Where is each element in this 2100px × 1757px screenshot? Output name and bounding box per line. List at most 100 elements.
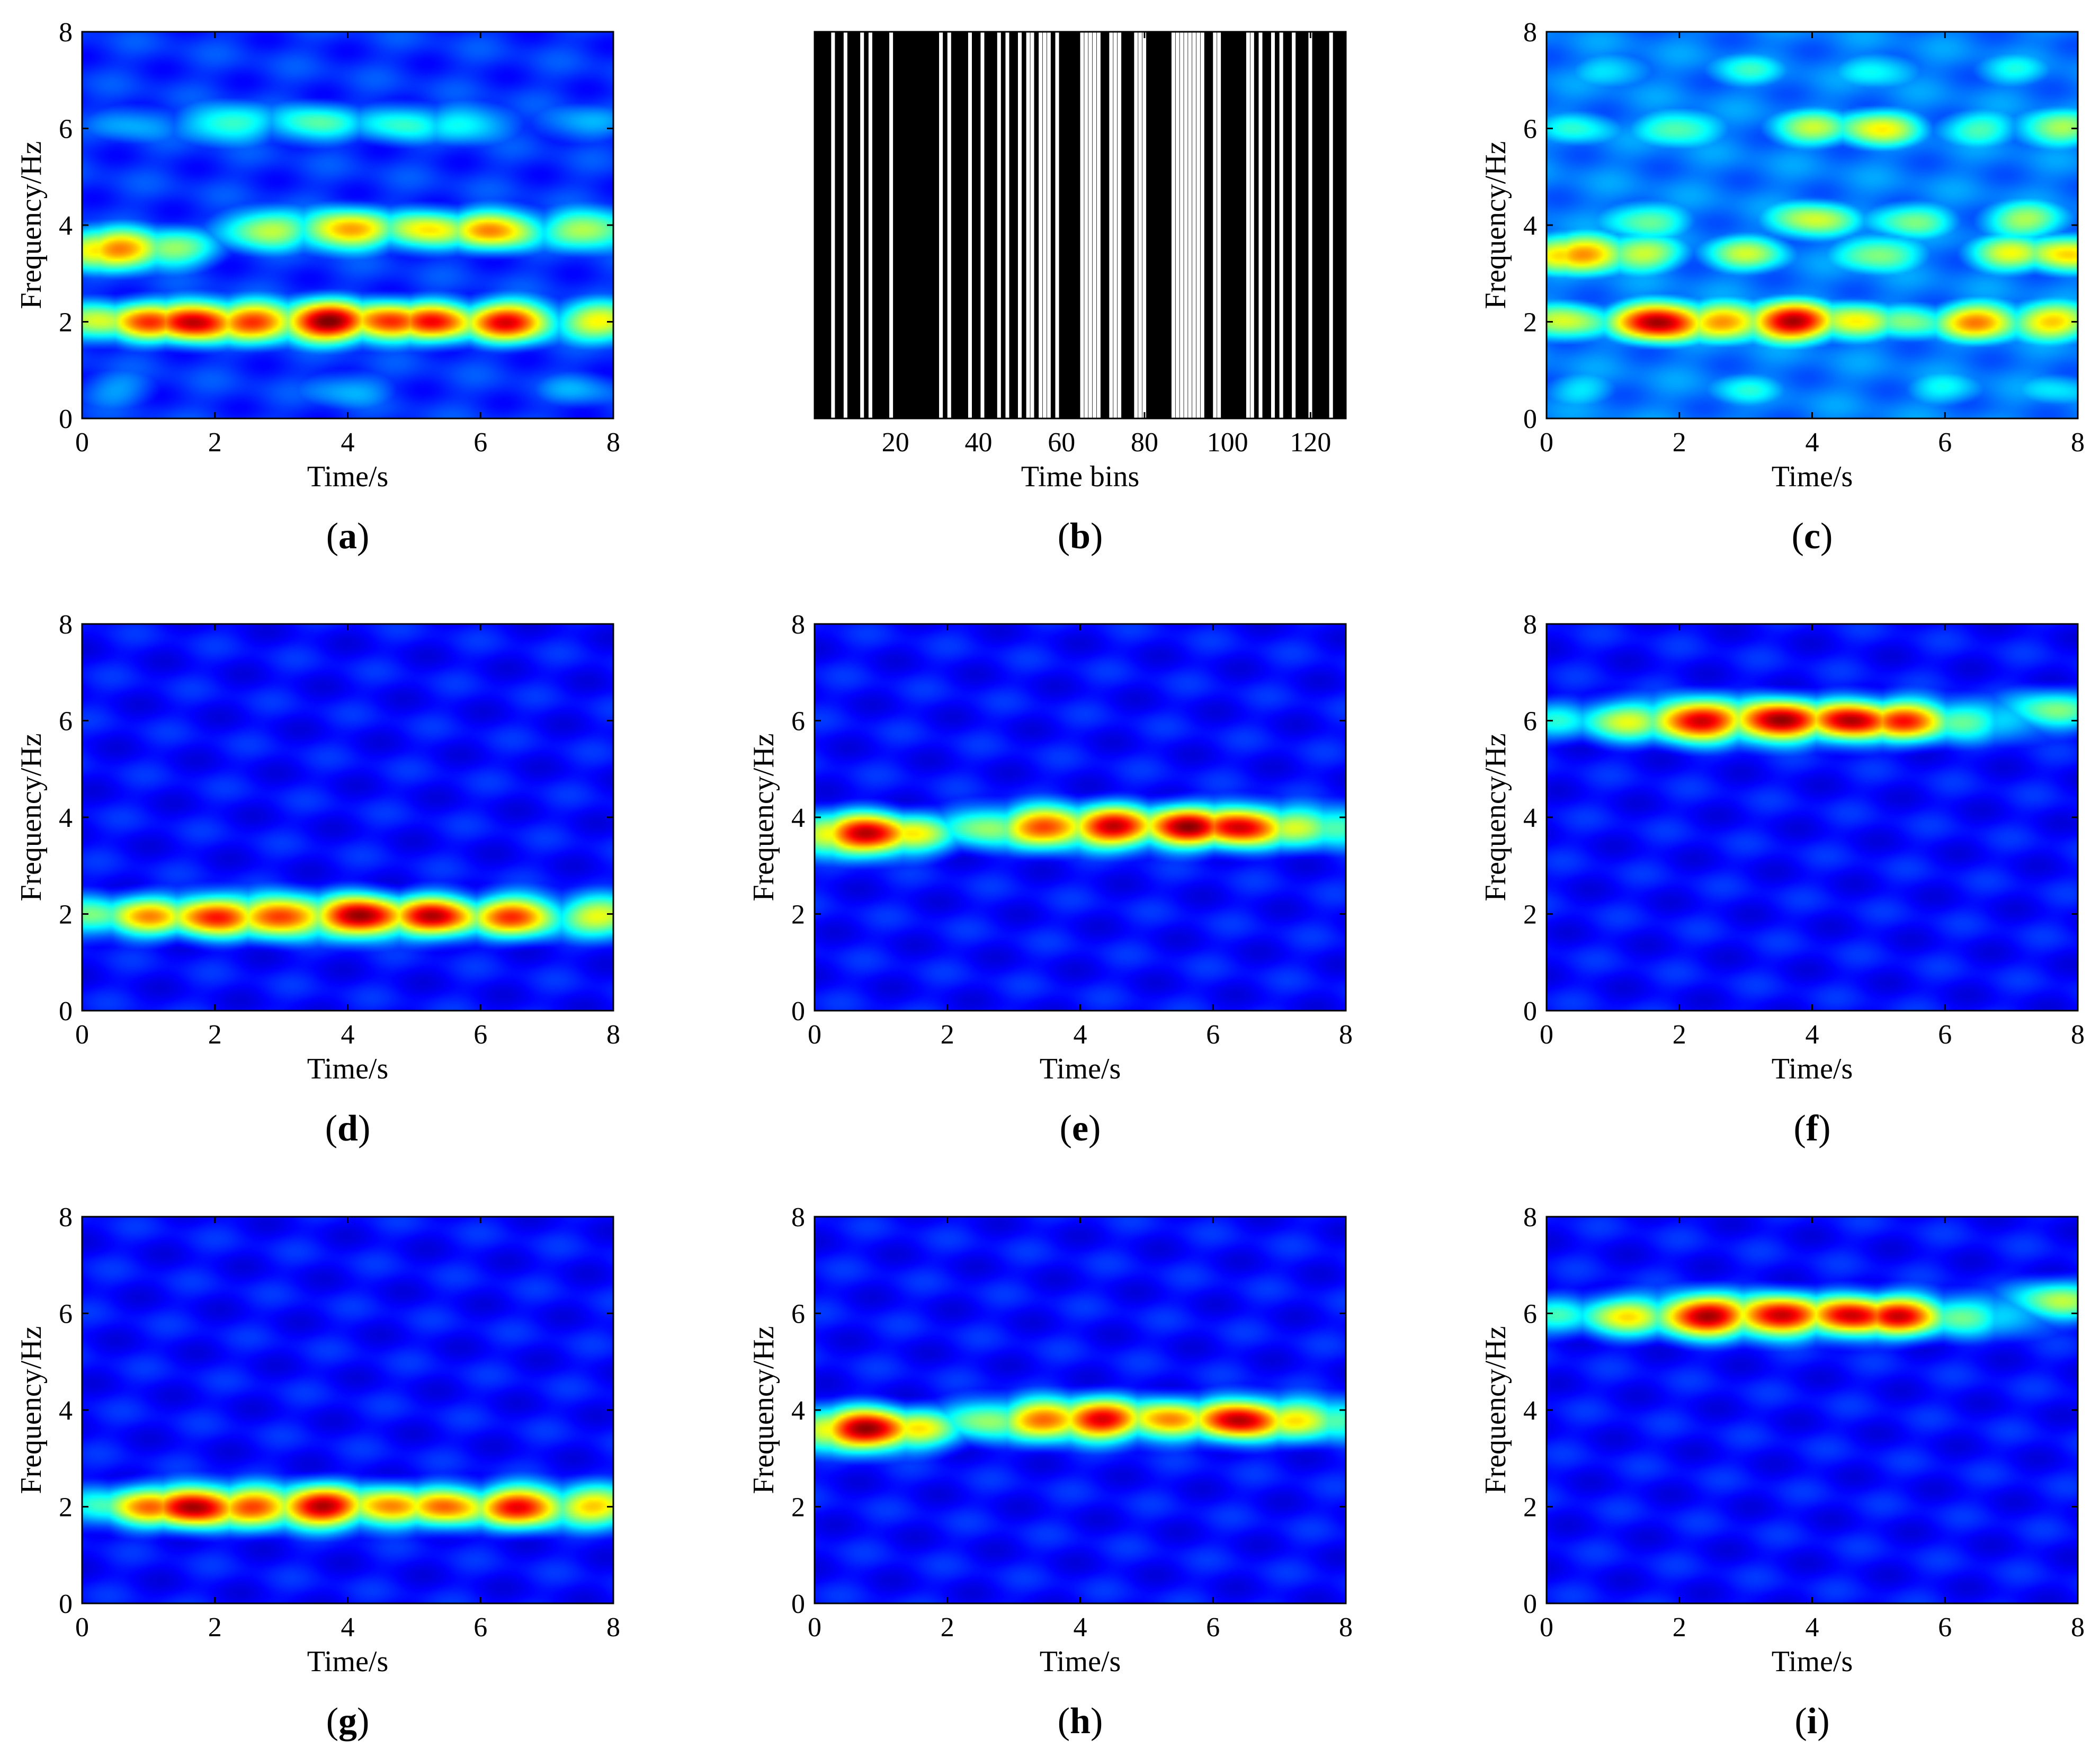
caption-letter: g <box>338 1701 357 1742</box>
x-tick-label: 8 <box>606 1612 620 1643</box>
y-axis-label: Frequency/Hz <box>747 1326 780 1494</box>
x-tick-label: 6 <box>473 1612 487 1643</box>
x-tick-label: 4 <box>341 1020 355 1050</box>
mask-bin <box>1271 32 1275 418</box>
mask-bin <box>1030 32 1034 418</box>
x-tick-label: 4 <box>1074 1020 1087 1050</box>
caption-letter: a <box>338 516 357 557</box>
mask-bin <box>1279 32 1283 418</box>
mask-bin <box>1246 32 1250 418</box>
mask-bin <box>1179 32 1184 418</box>
x-tick-label: 8 <box>2071 1612 2085 1643</box>
mask-bin <box>997 32 1001 418</box>
x-tick-label: 2 <box>1673 1020 1686 1050</box>
x-axis-label: Time/s <box>307 1645 389 1678</box>
y-tick-label: 4 <box>59 211 73 241</box>
y-tick-label: 0 <box>1523 996 1537 1027</box>
mask-bin <box>1113 32 1118 418</box>
mask-bin <box>1258 32 1263 418</box>
y-tick-label: 6 <box>791 1299 805 1330</box>
panel-a: 0 2 4 6 8 0 2 4 6 8 Time/s Frequency/Hz (a) <box>15 17 620 557</box>
x-tick-label: 4 <box>341 427 355 458</box>
y-tick-label: 8 <box>1523 1202 1537 1233</box>
y-tick-label: 6 <box>791 707 805 737</box>
mask-bin <box>1084 32 1088 418</box>
mask-bin <box>1217 32 1221 418</box>
mask-bin <box>1213 32 1217 418</box>
y-tick-label: 6 <box>1523 707 1537 737</box>
y-tick-label: 2 <box>1523 1493 1537 1523</box>
panel-f: 0 2 4 6 8 0 2 4 6 8 Time/s Frequency/Hz (f) <box>1479 610 2085 1149</box>
x-tick-label: 6 <box>473 1020 487 1050</box>
heatmap-image <box>82 624 613 1011</box>
axes-frame <box>814 31 1347 420</box>
y-tick-label: 0 <box>1523 1589 1537 1619</box>
caption-letter: d <box>337 1108 358 1149</box>
x-axis-label: Time/s <box>307 1053 389 1085</box>
panel-g: 0 2 4 6 8 0 2 4 6 8 Time/s Frequency/Hz (g) <box>15 1202 620 1742</box>
x-axis-label: Time/s <box>1772 460 1853 493</box>
x-tick-label: 0 <box>808 1612 821 1643</box>
y-tick-label: 8 <box>791 610 805 640</box>
mask-bin <box>1138 32 1142 418</box>
y-tick-label: 2 <box>791 900 805 930</box>
x-tick-label: 0 <box>75 1612 89 1643</box>
y-tick-label: 6 <box>59 1299 73 1330</box>
mask-bin <box>1171 32 1175 418</box>
mask-bin <box>1047 32 1051 418</box>
y-tick-label: 2 <box>59 1493 73 1523</box>
panel-caption: (c) <box>1792 516 1833 557</box>
y-tick-label: 6 <box>59 114 73 145</box>
y-tick-label: 0 <box>1523 404 1537 434</box>
panel-caption: (g) <box>326 1701 370 1742</box>
y-tick-label: 8 <box>1523 17 1537 48</box>
panel-caption: (a) <box>326 516 370 557</box>
y-tick-label: 4 <box>59 803 73 833</box>
caption-letter: f <box>1806 1108 1819 1149</box>
x-tick-label: 0 <box>1540 1612 1553 1643</box>
x-tick-label: 4 <box>1806 1612 1819 1643</box>
y-axis-label: Frequency/Hz <box>1479 141 1512 309</box>
mask-bin <box>1200 32 1204 418</box>
caption-letter: b <box>1070 516 1091 557</box>
x-axis-label: Time/s <box>1040 1645 1121 1678</box>
x-tick-label: 60 <box>1048 427 1075 458</box>
mask-bin <box>1109 32 1113 418</box>
mask-bin <box>1026 32 1030 418</box>
y-tick-label: 8 <box>59 1202 73 1233</box>
panel-caption: (b) <box>1058 516 1103 557</box>
y-axis-label: Frequency/Hz <box>1479 1326 1512 1494</box>
y-tick-label: 0 <box>791 1589 805 1619</box>
x-tick-label: 2 <box>208 1612 222 1643</box>
y-tick-label: 4 <box>59 1396 73 1426</box>
mask-bin <box>1093 32 1097 418</box>
x-tick-label: 8 <box>2071 427 2085 458</box>
mask-bin <box>860 32 864 418</box>
mask-bin <box>1096 32 1101 418</box>
y-tick-label: 4 <box>1523 803 1537 833</box>
mask-bin <box>939 32 943 418</box>
mask-bin <box>947 32 951 418</box>
mask-bin <box>1142 32 1147 418</box>
x-tick-label: 40 <box>965 427 993 458</box>
heatmap-image <box>815 1217 1346 1603</box>
heatmap-image <box>1547 1217 2078 1603</box>
y-tick-label: 4 <box>791 1396 805 1426</box>
y-tick-label: 2 <box>791 1493 805 1523</box>
x-tick-label: 8 <box>606 1020 620 1050</box>
mask-bin <box>831 32 835 418</box>
x-axis-label: Time/s <box>1772 1053 1853 1085</box>
caption-letter: e <box>1072 1108 1088 1149</box>
x-tick-label: 6 <box>1206 1020 1220 1050</box>
x-tick-label: 4 <box>1806 427 1819 458</box>
y-tick-label: 2 <box>59 308 73 338</box>
x-tick-label: 0 <box>75 427 89 458</box>
x-tick-label: 0 <box>1540 427 1553 458</box>
mask-bin <box>1175 32 1179 418</box>
panel-d: 0 2 4 6 8 0 2 4 6 8 Time/s Frequency/Hz (d) <box>15 610 620 1149</box>
x-axis-label: Time/s <box>1772 1645 1853 1678</box>
heatmap-image <box>1547 32 2078 418</box>
y-tick-label: 2 <box>1523 308 1537 338</box>
heatmap-image <box>815 624 1346 1011</box>
